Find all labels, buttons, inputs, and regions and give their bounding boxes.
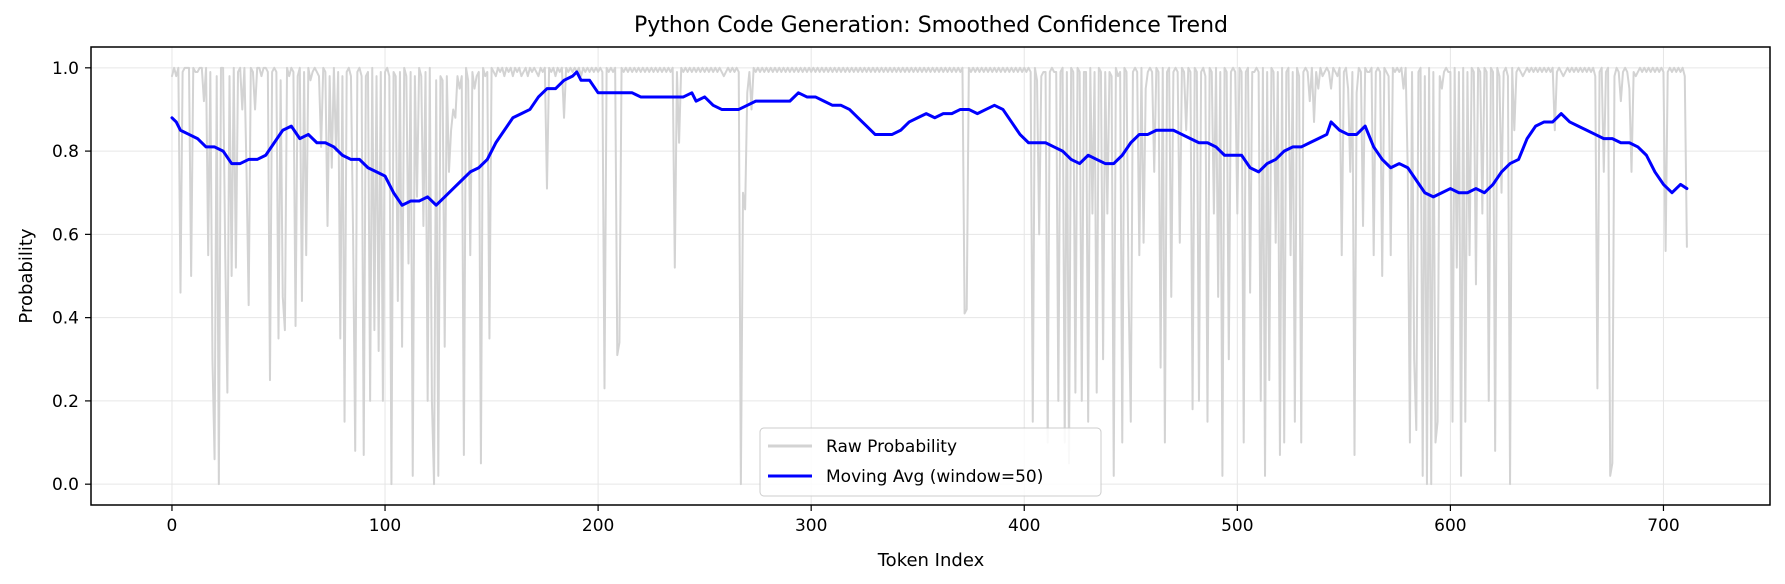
- legend: Raw Probability Moving Avg (window=50): [759, 427, 1102, 497]
- x-tick-label: 700: [1647, 516, 1679, 536]
- x-tick-label: 300: [795, 516, 827, 536]
- x-tick-label: 200: [582, 516, 614, 536]
- x-tick-label: 0: [167, 516, 178, 536]
- legend-label-raw-probability: Raw Probability: [826, 437, 957, 457]
- y-tick-label: 0.2: [52, 392, 79, 412]
- y-tick-label: 0.8: [52, 142, 79, 162]
- series-layer: [170, 66, 1689, 486]
- axis-ticks: 0 100 200 300 400 500 600 700 0.0 0.2 0.4 0.6 0.8 1.0: [52, 59, 1680, 536]
- y-tick-label: 0.6: [52, 225, 79, 245]
- x-tick-label: 500: [1221, 516, 1253, 536]
- y-tick-label: 0.0: [52, 475, 79, 495]
- legend-box: [759, 427, 1102, 497]
- x-tick-label: 100: [369, 516, 401, 536]
- plot-frame: [90, 46, 1771, 506]
- y-tick-label: 1.0: [52, 59, 79, 79]
- y-axis-label: Probability: [16, 228, 37, 323]
- x-tick-label: 600: [1434, 516, 1466, 536]
- moving-average-line: [170, 70, 1689, 207]
- x-axis-label: Token Index: [877, 550, 985, 571]
- x-tick-label: 400: [1008, 516, 1040, 536]
- legend-label-moving-avg: Moving Avg (window=50): [826, 467, 1043, 487]
- chart-title: Python Code Generation: Smoothed Confide…: [634, 13, 1228, 38]
- raw-probability-line: [170, 66, 1688, 486]
- y-tick-label: 0.4: [52, 309, 79, 329]
